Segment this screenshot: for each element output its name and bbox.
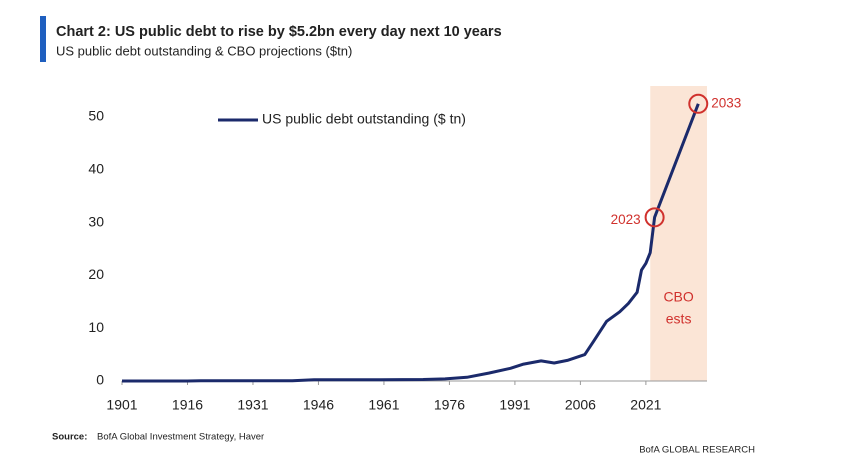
x-tick-label: 1901	[106, 397, 137, 413]
annotation-label: 2023	[611, 212, 641, 227]
chart-subtitle: US public debt outstanding & CBO project…	[56, 43, 352, 58]
x-tick-label: 1976	[434, 397, 465, 413]
x-tick-label: 1991	[499, 397, 530, 413]
chart-title: Chart 2: US public debt to rise by $5.2b…	[56, 24, 502, 40]
x-tick-label: 1931	[237, 397, 268, 413]
source-label: Source:	[52, 432, 87, 443]
annotation-marker	[644, 207, 665, 228]
x-tick-label: 1946	[303, 397, 334, 413]
y-tick-label: 50	[88, 108, 104, 124]
annotation-label: 2033	[711, 95, 741, 110]
x-tick-label: 1916	[172, 397, 203, 413]
annotation-marker	[688, 93, 709, 114]
projection-span	[650, 86, 707, 381]
y-tick-label: 20	[88, 266, 104, 282]
x-tick-label: 1961	[368, 397, 399, 413]
y-tick-label: 0	[96, 372, 104, 388]
x-tick-label: 2006	[565, 397, 596, 413]
title-accent	[40, 16, 46, 62]
y-tick-label: 40	[88, 161, 104, 177]
footer: BofA GLOBAL RESEARCH	[639, 445, 755, 456]
source: BofA Global Investment Strategy, Haver	[97, 432, 264, 443]
y-tick-label: 30	[88, 213, 104, 229]
legend-label: US public debt outstanding ($ tn)	[262, 111, 466, 127]
projection-label: CBO	[663, 289, 693, 305]
y-tick-label: 10	[88, 319, 104, 335]
projection-label: ests	[666, 311, 692, 327]
series-line	[122, 103, 700, 383]
x-tick-label: 2021	[630, 397, 661, 413]
